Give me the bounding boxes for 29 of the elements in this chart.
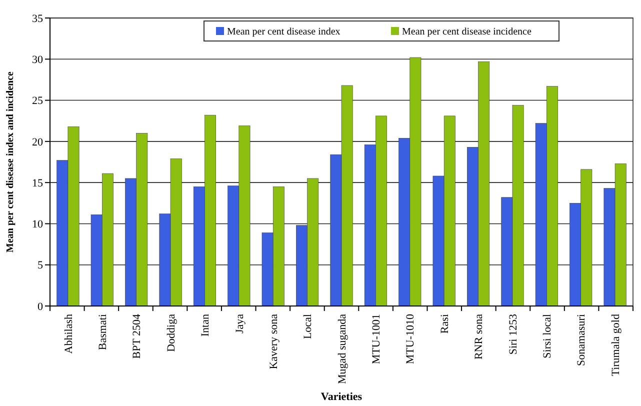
x-tick-label: MTU-1010 [404,314,417,364]
x-tick-label: Tirumala gold [610,314,622,376]
y-tick-label: 0 [38,300,44,313]
x-tick-label: RNR sona [473,314,486,360]
x-tick-label: Basmati [96,314,109,350]
x-tick-label: Kavery sona [268,314,280,370]
legend-label: Mean per cent disease incidence [402,26,532,38]
y-tick-label: 25 [32,95,44,108]
x-tick-label: Rasi [438,314,451,334]
y-tick-label: 5 [38,260,44,272]
y-tick-label: 10 [32,218,44,231]
x-tick-label: Doddiga [165,314,178,352]
x-tick-label: Abhilash [62,314,75,354]
x-tick-label: Siri 1253 [507,314,520,355]
x-tick-label: Sonamasuri [576,314,588,366]
x-tick-label: Sirsi local [542,314,554,358]
y-tick-label: 35 [32,12,44,25]
y-tick-label: 30 [32,54,44,66]
x-tick-label: Local [302,314,314,340]
legend-label: Mean per cent disease index [227,26,340,38]
y-tick-label: 15 [32,177,44,190]
x-tick-label: Intan [200,314,212,337]
x-tick-label: Jaya [234,314,246,334]
x-tick-label: Mugad suganda [336,314,348,384]
x-tick-label: MTU-1001 [370,314,383,364]
x-axis-title: Varieties [320,391,363,403]
x-tick-label: BPT 2504 [131,314,144,359]
y-axis-title: Mean per cent disease index and incidence [5,70,16,252]
y-tick-label: 20 [32,136,44,148]
